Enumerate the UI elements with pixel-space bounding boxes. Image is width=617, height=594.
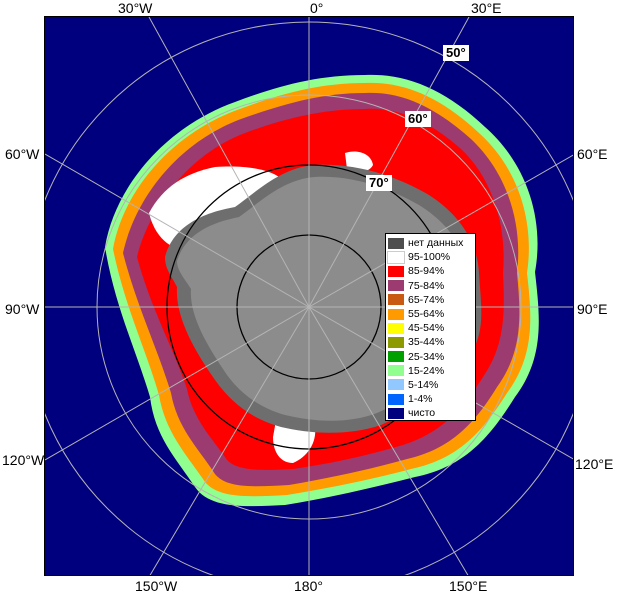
legend-label: 65-74%	[408, 293, 445, 306]
legend-item: 15-24%	[388, 364, 473, 378]
legend-swatch	[388, 265, 404, 277]
legend-item: 65-74%	[388, 293, 473, 307]
lat-label-60: 60°	[405, 111, 431, 127]
legend-swatch	[388, 294, 404, 306]
lon-label-30w: 30°W	[118, 0, 153, 16]
legend-label: 1-4%	[408, 393, 433, 406]
lon-label-60e: 60°E	[577, 146, 608, 162]
lat-label-70: 70°	[366, 175, 392, 191]
legend-swatch	[388, 365, 404, 377]
legend-label: 15-24%	[408, 364, 445, 377]
legend-label: 85-94%	[408, 265, 445, 278]
legend-item: 5-14%	[388, 378, 473, 392]
legend-label: 55-64%	[408, 308, 445, 321]
meridians	[45, 17, 573, 575]
legend-label: 95-100%	[408, 251, 451, 264]
legend-swatch	[388, 351, 404, 363]
lon-label-30e: 30°E	[471, 0, 502, 16]
lon-label-120e: 120°E	[575, 456, 614, 472]
legend-item: 35-44%	[388, 335, 473, 349]
legend-swatch	[388, 393, 404, 405]
legend-item: 75-84%	[388, 279, 473, 293]
lon-label-90e: 90°E	[577, 301, 608, 317]
legend-swatch	[388, 237, 404, 249]
lon-label-120w: 120°W	[2, 452, 45, 468]
lon-label-0: 0°	[310, 0, 324, 16]
legend-label: 45-54%	[408, 322, 445, 335]
lat-label-50: 50°	[443, 45, 469, 61]
legend-item: 25-34%	[388, 350, 473, 364]
lon-label-90w: 90°W	[5, 301, 40, 317]
legend-swatch	[387, 250, 405, 264]
legend-swatch	[388, 407, 404, 419]
legend-item: 95-100%	[387, 250, 473, 264]
legend-item: 55-64%	[388, 307, 473, 321]
legend-label: 35-44%	[408, 336, 445, 349]
legend-swatch	[388, 379, 404, 391]
legend-label: 5-14%	[408, 378, 439, 391]
lon-label-180: 180°	[294, 578, 323, 594]
legend-label: 25-34%	[408, 350, 445, 363]
legend-item: чисто	[388, 406, 473, 420]
lon-label-60w: 60°W	[5, 146, 40, 162]
map-canvas	[45, 17, 573, 575]
legend-item: 85-94%	[388, 264, 473, 278]
lon-label-150e: 150°E	[449, 578, 488, 594]
legend-item: нет данных	[388, 236, 473, 250]
legend-label: 75-84%	[408, 279, 445, 292]
legend-item: 45-54%	[388, 321, 473, 335]
lon-label-150w: 150°W	[135, 578, 178, 594]
legend-swatch	[388, 280, 404, 292]
legend-swatch	[388, 308, 404, 320]
legend-swatch	[388, 336, 404, 348]
legend-label: чисто	[408, 407, 436, 420]
legend-swatch	[388, 322, 404, 334]
legend-item: 1-4%	[388, 392, 473, 406]
legend-label: нет данных	[408, 237, 464, 250]
sea-ice-map: нет данных 95-100% 85-94% 75-84% 65-74% 55-64…	[44, 16, 574, 576]
legend: нет данных 95-100% 85-94% 75-84% 65-74% 55-64…	[385, 233, 476, 421]
